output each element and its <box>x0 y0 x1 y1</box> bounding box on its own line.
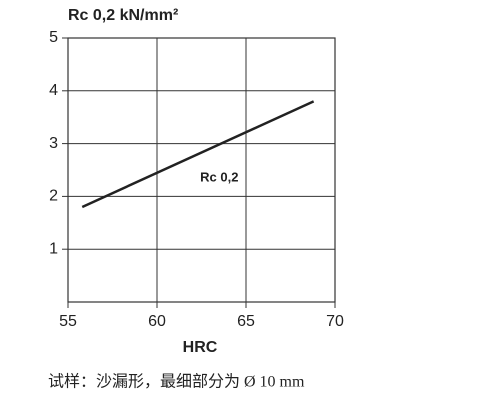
x-axis-title: HRC <box>183 339 218 356</box>
y-axis-title: Rc 0,2 kN/mm² <box>68 7 178 24</box>
y-tick-label: 3 <box>49 135 58 152</box>
x-tick-label: 60 <box>148 313 166 330</box>
y-tick-label: 2 <box>49 188 58 205</box>
y-tick-label: 4 <box>49 82 58 99</box>
caption: 试样：沙漏形，最细部分为 Ø 10 mm <box>48 373 305 391</box>
x-tick-label: 70 <box>326 313 344 330</box>
y-tick-label: 1 <box>49 240 58 257</box>
x-tick-label: 55 <box>59 313 77 330</box>
y-tick-label: 5 <box>49 29 58 46</box>
annotation: Rc 0,2 <box>200 169 238 184</box>
data-line <box>81 100 315 209</box>
x-tick-label: 65 <box>237 313 255 330</box>
